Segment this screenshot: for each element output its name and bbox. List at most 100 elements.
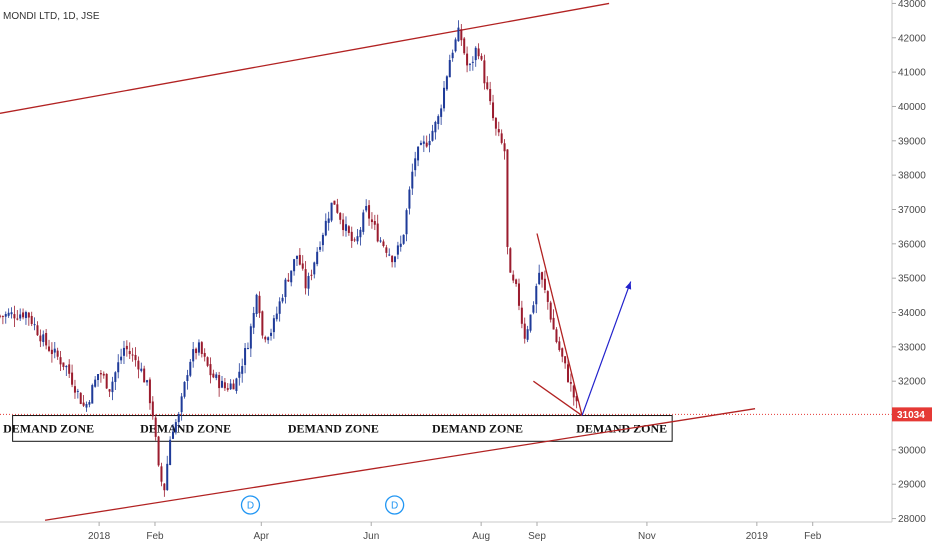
candle-body	[333, 200, 336, 205]
candle-body	[500, 133, 503, 143]
demand-zone-label: DEMAND ZONE	[576, 421, 667, 435]
candle-body	[451, 52, 454, 59]
candle-body	[53, 348, 56, 353]
price-tick-label: 35000	[898, 274, 926, 285]
candle-body	[515, 279, 518, 284]
dividend-marker[interactable]	[384, 495, 405, 515]
candle-body	[503, 143, 506, 152]
candle-body	[443, 87, 446, 109]
time-axis[interactable]: 2018 Feb Apr Jun Aug Sep Nov 2019 Feb	[0, 521, 892, 542]
candle-body	[209, 364, 212, 376]
demand-zone-label: DEMAND ZONE	[140, 421, 231, 435]
candle-body	[114, 372, 117, 382]
trendline	[533, 380, 583, 417]
candle-body	[425, 142, 428, 147]
last-price-label: 31034	[897, 410, 925, 421]
candle-body	[33, 324, 36, 326]
time-tick-label: Apr	[254, 531, 270, 542]
candles-layer	[0, 20, 578, 497]
candle-body	[4, 314, 7, 317]
candle-body	[42, 334, 45, 343]
candle-body	[235, 378, 238, 391]
candle-body	[356, 236, 359, 242]
candle-body	[575, 396, 578, 402]
candle-body	[561, 348, 564, 357]
candle-body	[97, 374, 100, 381]
time-tick-label: Feb	[804, 531, 822, 542]
candle-body	[408, 189, 411, 209]
candle-body	[535, 286, 538, 305]
candle-body	[391, 255, 394, 263]
candle-body	[73, 386, 76, 393]
candle-body	[520, 307, 523, 324]
candle-body	[261, 311, 264, 336]
candle-body	[321, 234, 324, 246]
candle-body	[186, 375, 189, 382]
candle-body	[344, 224, 347, 231]
candle-body	[373, 221, 376, 225]
candle-body	[298, 254, 301, 265]
time-tick-label: Nov	[638, 531, 656, 542]
time-tick-label: 2018	[88, 531, 111, 542]
candle-body	[94, 379, 97, 387]
candle-body	[192, 349, 195, 362]
candle-body	[460, 29, 463, 41]
candle-body	[353, 239, 356, 241]
candle-body	[13, 314, 16, 319]
time-tick-label: Sep	[528, 531, 546, 542]
candle-body	[163, 483, 166, 491]
candle-body	[270, 332, 273, 336]
candle-body	[183, 381, 186, 397]
candle-body	[541, 272, 544, 280]
candle-body	[388, 254, 391, 256]
price-axis[interactable]: 2800029000300003100032000330003400035000…	[891, 0, 932, 525]
candle-body	[203, 352, 206, 357]
demand-zone-label: DEMAND ZONE	[432, 421, 523, 435]
candle-body	[128, 351, 131, 355]
candle-body	[117, 362, 120, 373]
dividend-marker-label: D	[247, 501, 254, 512]
candle-body	[327, 218, 330, 223]
candle-body	[59, 357, 62, 365]
price-tick-label: 40000	[898, 102, 926, 113]
candle-body	[195, 348, 198, 354]
candle-body	[85, 404, 88, 408]
candle-body	[154, 417, 157, 437]
candle-body	[445, 76, 448, 90]
candle-body	[402, 234, 405, 244]
candle-body	[370, 219, 373, 223]
candle-body	[171, 431, 175, 439]
candle-body	[339, 212, 342, 220]
candle-body	[506, 149, 509, 247]
candle-body	[362, 212, 365, 232]
candle-body	[160, 466, 163, 482]
candle-body	[497, 129, 500, 133]
candle-body	[120, 356, 123, 361]
candle-body	[359, 229, 362, 238]
candle-body	[440, 108, 443, 117]
candle-body	[71, 372, 74, 385]
candle-body	[200, 342, 203, 354]
demand-zone-label: DEMAND ZONE	[3, 421, 94, 435]
candle-body	[267, 337, 270, 341]
candle-body	[252, 312, 255, 328]
candle-body	[434, 121, 437, 133]
candle-body	[258, 295, 261, 314]
candle-body	[422, 141, 425, 144]
candle-body	[463, 38, 466, 54]
candle-body	[342, 219, 345, 231]
price-tick-label: 39000	[898, 136, 926, 147]
candle-body	[350, 231, 353, 242]
candle-body	[62, 362, 65, 367]
price-tick-label: 34000	[898, 308, 926, 319]
chart-title: MONDI LTD, 1D, JSE	[3, 11, 100, 22]
price-tick-label: 28000	[898, 514, 926, 525]
candle-body	[486, 82, 489, 90]
candle-body	[151, 401, 154, 417]
candle-body	[555, 329, 558, 343]
candle-body	[111, 381, 114, 393]
candle-body	[538, 272, 541, 285]
dividend-marker[interactable]	[240, 495, 261, 515]
